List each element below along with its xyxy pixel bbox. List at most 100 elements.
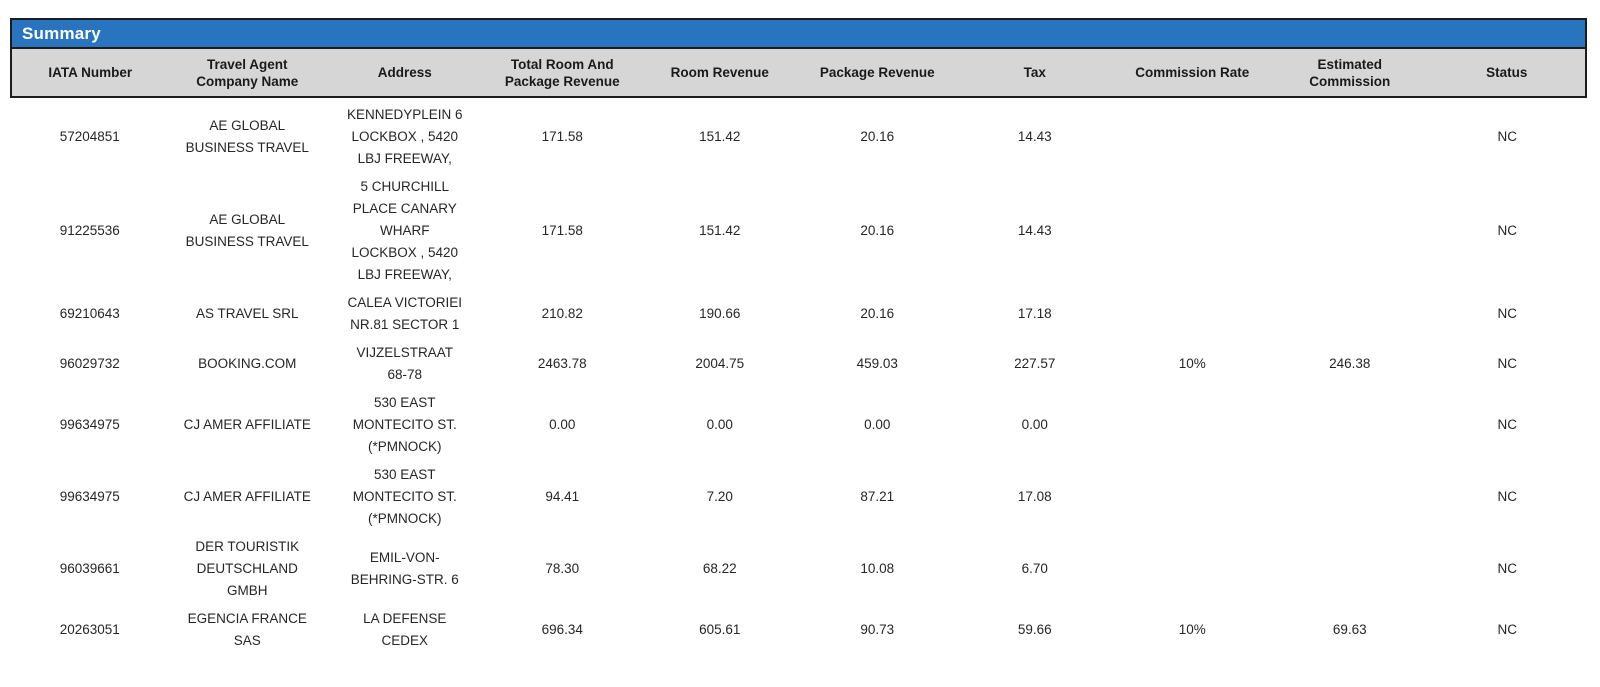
cell-est [1271,389,1429,461]
cell-rate [1114,173,1272,289]
cell-company: AE GLOBAL BUSINESS TRAVEL [185,118,309,155]
cell-rate: 10% [1178,356,1206,371]
cell-room: 2004.75 [695,356,745,371]
cell-status: NC [1497,306,1518,321]
cell-package: 20.16 [860,129,895,144]
cell-rate [1114,533,1272,605]
cell-room: 151.42 [699,223,741,238]
column-header-company: Travel Agent Company Name [168,49,326,98]
cell-rate [1114,461,1272,533]
column-header-rate: Commission Rate [1113,49,1271,98]
cell-iata: 96039661 [59,561,120,576]
column-header-room: Room Revenue [641,49,799,98]
cell-rate [1114,97,1272,173]
cell-company: BOOKING.COM [198,356,297,371]
cell-iata: 69210643 [59,306,120,321]
cell-total: 2463.78 [537,356,587,371]
cell-iata: 57204851 [59,129,120,144]
cell-address: 530 EAST MONTECITO ST. (*PMNOCK) [352,395,457,454]
table-row: 20263051 EGENCIA FRANCE SAS LA DEFENSE CED… [11,605,1586,655]
cell-company: DER TOURISTIK DEUTSCHLAND GMBH [195,539,300,598]
cell-package: 20.16 [860,306,895,321]
cell-iata: 99634975 [59,417,120,432]
cell-tax: 6.70 [1021,561,1048,576]
cell-company: CJ AMER AFFILIATE [183,489,311,504]
table-row: 99634975 CJ AMER AFFILIATE 530 EAST MONTEC… [11,461,1586,533]
cell-rate [1114,389,1272,461]
cell-est [1271,533,1429,605]
cell-room: 0.00 [706,417,733,432]
cell-est [1271,461,1429,533]
cell-tax: 0.00 [1021,417,1048,432]
cell-company: AE GLOBAL BUSINESS TRAVEL [185,212,309,249]
cell-room: 7.20 [706,489,733,504]
cell-status: NC [1497,223,1518,238]
cell-iata: 91225536 [59,223,120,238]
cell-address: LA DEFENSE CEDEX [363,611,447,648]
summary-header-bar: Summary [10,18,1587,49]
cell-package: 459.03 [856,356,898,371]
cell-iata: 96029732 [59,356,120,371]
cell-company: EGENCIA FRANCE SAS [187,611,307,648]
cell-total: 171.58 [541,129,583,144]
table-row: 57204851 AE GLOBAL BUSINESS TRAVEL KENNEDY… [11,97,1586,173]
cell-total: 210.82 [541,306,583,321]
cell-package: 0.00 [864,417,891,432]
cell-address: VIJZELSTRAAT 68-78 [356,345,454,382]
cell-status: NC [1497,356,1518,371]
cell-est: 246.38 [1329,356,1371,371]
cell-room: 151.42 [699,129,741,144]
cell-address: KENNEDYPLEIN 6 LOCKBOX , 5420 LBJ FREEWA… [346,107,463,166]
cell-total: 0.00 [549,417,576,432]
cell-rate [1114,289,1272,339]
cell-room: 68.22 [702,561,737,576]
cell-est [1271,289,1429,339]
summary-table: IATA Number Travel Agent Company Name Addr… [10,49,1587,655]
cell-rate: 10% [1178,622,1206,637]
cell-total: 696.34 [541,622,583,637]
cell-package: 10.08 [860,561,895,576]
column-header-address: Address [326,49,484,98]
cell-total: 171.58 [541,223,583,238]
cell-est: 69.63 [1332,622,1367,637]
cell-company: CJ AMER AFFILIATE [183,417,311,432]
cell-address: 5 CHURCHILL PLACE CANARY WHARF LOCKBOX ,… [351,179,459,282]
column-header-status: Status [1428,49,1587,98]
table-row: 69210643 AS TRAVEL SRL CALEA VICTORIEI NR.… [11,289,1586,339]
cell-tax: 59.66 [1017,622,1052,637]
table-row: 96029732 BOOKING.COM VIJZELSTRAAT 68-78 246… [11,339,1586,389]
summary-table-body: 57204851 AE GLOBAL BUSINESS TRAVEL KENNEDY… [11,97,1586,655]
cell-address: CALEA VICTORIEI NR.81 SECTOR 1 [347,295,463,332]
table-row: 99634975 CJ AMER AFFILIATE 530 EAST MONTEC… [11,389,1586,461]
cell-tax: 17.18 [1017,306,1052,321]
cell-company: AS TRAVEL SRL [195,306,299,321]
cell-status: NC [1497,417,1518,432]
summary-table-head: IATA Number Travel Agent Company Name Addr… [10,49,1587,98]
summary-table-header-row: IATA Number Travel Agent Company Name Addr… [10,49,1587,98]
cell-est [1271,173,1429,289]
cell-address: EMIL-VON-BEHRING-STR. 6 [350,550,459,587]
cell-status: NC [1497,622,1518,637]
cell-tax: 14.43 [1017,223,1052,238]
cell-iata: 20263051 [59,622,120,637]
cell-room: 190.66 [699,306,741,321]
cell-iata: 99634975 [59,489,120,504]
cell-tax: 14.43 [1017,129,1052,144]
cell-package: 90.73 [860,622,895,637]
cell-tax: 227.57 [1014,356,1056,371]
summary-title: Summary [22,23,101,43]
column-header-total: Total Room And Package Revenue [483,49,641,98]
cell-tax: 17.08 [1017,489,1052,504]
cell-status: NC [1497,489,1518,504]
cell-status: NC [1497,561,1518,576]
column-header-iata: IATA Number [10,49,169,98]
cell-status: NC [1497,129,1518,144]
column-header-est: Estimated Commission [1271,49,1429,98]
column-header-package: Package Revenue [798,49,956,98]
column-header-tax: Tax [956,49,1114,98]
cell-total: 78.30 [545,561,580,576]
cell-total: 94.41 [545,489,580,504]
cell-package: 20.16 [860,223,895,238]
cell-est [1271,97,1429,173]
summary-report: Summary IATA Number Travel Agent Company … [10,18,1587,655]
